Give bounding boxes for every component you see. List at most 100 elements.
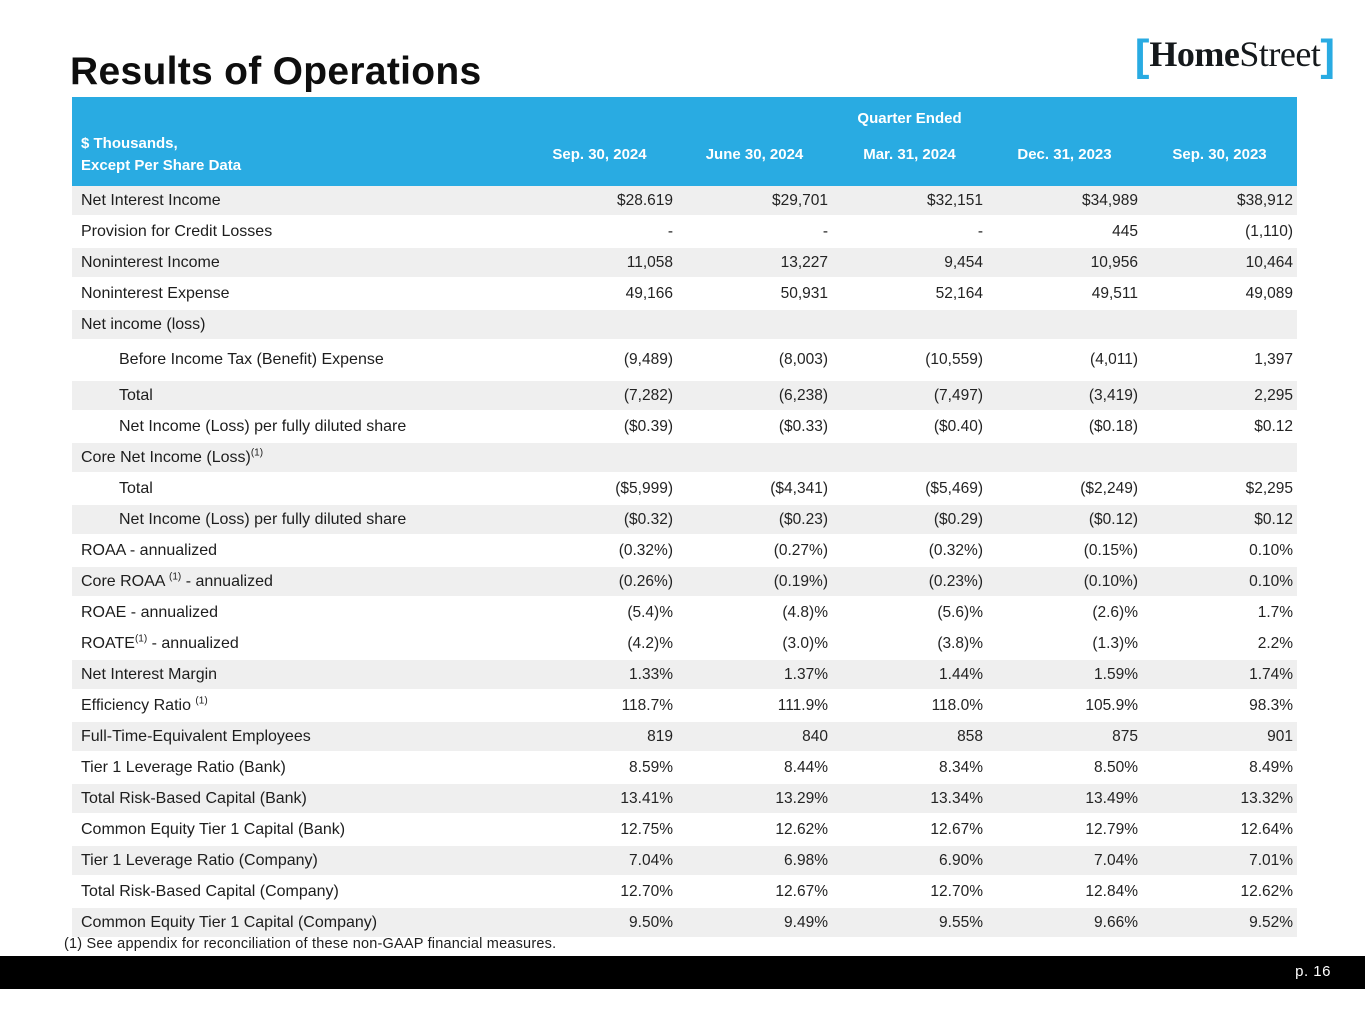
- cell-value: 1.44%: [832, 659, 987, 691]
- row-label: Total Risk-Based Capital (Bank): [72, 783, 522, 815]
- cell-value: $34,989: [987, 186, 1142, 217]
- cell-value: $2,295: [1142, 473, 1298, 505]
- cell-value: 13,227: [677, 247, 832, 279]
- cell-value: ($2,249): [987, 473, 1142, 505]
- row-label: Efficiency Ratio (1): [72, 690, 522, 722]
- cell-value: (5.4)%: [522, 597, 677, 629]
- cell-value: ($5,469): [832, 473, 987, 505]
- cell-value: 12.70%: [832, 876, 987, 908]
- table-body: Net Interest Income $28.619 $29,701 $32,…: [72, 186, 1298, 939]
- row-label: Common Equity Tier 1 Capital (Bank): [72, 814, 522, 846]
- cell-value: $38,912: [1142, 186, 1298, 217]
- cell-value: ($0.29): [832, 504, 987, 536]
- cell-value: (0.15%): [987, 535, 1142, 567]
- row-label: Tier 1 Leverage Ratio (Bank): [72, 752, 522, 784]
- logo-home-text: Home: [1149, 34, 1240, 74]
- cell-value: 9.55%: [832, 907, 987, 939]
- cell-value: 1.37%: [677, 659, 832, 691]
- table-row: Net Income (Loss) per fully diluted shar…: [72, 411, 1298, 443]
- cell-value: [1142, 309, 1298, 341]
- logo-left-bracket: [: [1134, 31, 1150, 80]
- table-row: Total ($5,999) ($4,341) ($5,469) ($2,249…: [72, 473, 1298, 505]
- cell-value: [832, 442, 987, 474]
- date-column-header: June 30, 2024: [677, 129, 832, 186]
- cell-value: 445: [987, 216, 1142, 248]
- cell-value: 13.32%: [1142, 783, 1298, 815]
- cell-value: 50,931: [677, 278, 832, 310]
- row-label: Net Interest Income: [72, 186, 522, 217]
- cell-value: 10,956: [987, 247, 1142, 279]
- cell-value: 1,397: [1142, 340, 1298, 381]
- cell-value: 118.0%: [832, 690, 987, 722]
- row-label: Total Risk-Based Capital (Company): [72, 876, 522, 908]
- homestreet-logo: [HomeStreet]: [1135, 30, 1335, 78]
- cell-value: -: [677, 216, 832, 248]
- table-row: Total Risk-Based Capital (Company) 12.70…: [72, 876, 1298, 908]
- row-label: Net Income (Loss) per fully diluted shar…: [72, 504, 522, 536]
- header-corner-cell: [72, 97, 522, 129]
- cell-value: (0.10%): [987, 566, 1142, 598]
- cell-value: 1.59%: [987, 659, 1142, 691]
- table-row: Net Interest Margin 1.33% 1.37% 1.44% 1.…: [72, 659, 1298, 691]
- page-title: Results of Operations: [70, 50, 482, 93]
- cell-value: (7,497): [832, 380, 987, 412]
- cell-value: 111.9%: [677, 690, 832, 722]
- cell-value: (1.3)%: [987, 628, 1142, 660]
- cell-value: 7.04%: [987, 845, 1142, 877]
- cell-value: 12.79%: [987, 814, 1142, 846]
- cell-value: ($0.23): [677, 504, 832, 536]
- cell-value: [677, 309, 832, 341]
- logo-right-bracket: ]: [1320, 31, 1335, 80]
- cell-value: 9.50%: [522, 907, 677, 939]
- cell-value: 11,058: [522, 247, 677, 279]
- row-label: ROAE - annualized: [72, 597, 522, 629]
- cell-value: $29,701: [677, 186, 832, 217]
- cell-value: 1.74%: [1142, 659, 1298, 691]
- table-row: Net income (loss): [72, 309, 1298, 341]
- row-label: ROATE(1) - annualized: [72, 628, 522, 660]
- footnote: (1) See appendix for reconciliation of t…: [64, 936, 557, 952]
- cell-value: [522, 309, 677, 341]
- table-row: ROAA - annualized (0.32%) (0.27%) (0.32%…: [72, 535, 1298, 567]
- row-label: Total: [72, 473, 522, 505]
- row-label: Core Net Income (Loss)(1): [72, 442, 522, 474]
- cell-value: 2,295: [1142, 380, 1298, 412]
- cell-value: 9.52%: [1142, 907, 1298, 939]
- cell-value: -: [832, 216, 987, 248]
- table-row: Total (7,282) (6,238) (7,497) (3,419) 2,…: [72, 380, 1298, 412]
- cell-value: $32,151: [832, 186, 987, 217]
- units-header-line1: $ Thousands,: [81, 134, 178, 152]
- cell-value: (0.27%): [677, 535, 832, 567]
- logo-street-text: Street: [1239, 34, 1321, 74]
- cell-value: ($4,341): [677, 473, 832, 505]
- cell-value: (6,238): [677, 380, 832, 412]
- cell-value: 2.2%: [1142, 628, 1298, 660]
- cell-value: $28.619: [522, 186, 677, 217]
- cell-value: (1,110): [1142, 216, 1298, 248]
- row-label: Tier 1 Leverage Ratio (Company): [72, 845, 522, 877]
- cell-value: 1.7%: [1142, 597, 1298, 629]
- cell-value: ($0.40): [832, 411, 987, 443]
- cell-value: (10,559): [832, 340, 987, 381]
- cell-value: 49,166: [522, 278, 677, 310]
- cell-value: 9.49%: [677, 907, 832, 939]
- cell-value: 8.49%: [1142, 752, 1298, 784]
- table-row: Full-Time-Equivalent Employees 819 840 8…: [72, 721, 1298, 753]
- footer-bar: p. 16: [0, 956, 1365, 989]
- cell-value: $0.12: [1142, 504, 1298, 536]
- table-row: Provision for Credit Losses - - - 445 (1…: [72, 216, 1298, 248]
- cell-value: (0.26%): [522, 566, 677, 598]
- row-label: Total: [72, 380, 522, 412]
- cell-value: (2.6)%: [987, 597, 1142, 629]
- date-column-header: Mar. 31, 2024: [832, 129, 987, 186]
- cell-value: 1.33%: [522, 659, 677, 691]
- cell-value: 0.10%: [1142, 535, 1298, 567]
- table-row: Tier 1 Leverage Ratio (Company) 7.04% 6.…: [72, 845, 1298, 877]
- cell-value: 12.64%: [1142, 814, 1298, 846]
- cell-value: 12.62%: [1142, 876, 1298, 908]
- cell-value: 12.67%: [677, 876, 832, 908]
- cell-value: (0.23%): [832, 566, 987, 598]
- cell-value: $0.12: [1142, 411, 1298, 443]
- table-row: Noninterest Income 11,058 13,227 9,454 1…: [72, 247, 1298, 279]
